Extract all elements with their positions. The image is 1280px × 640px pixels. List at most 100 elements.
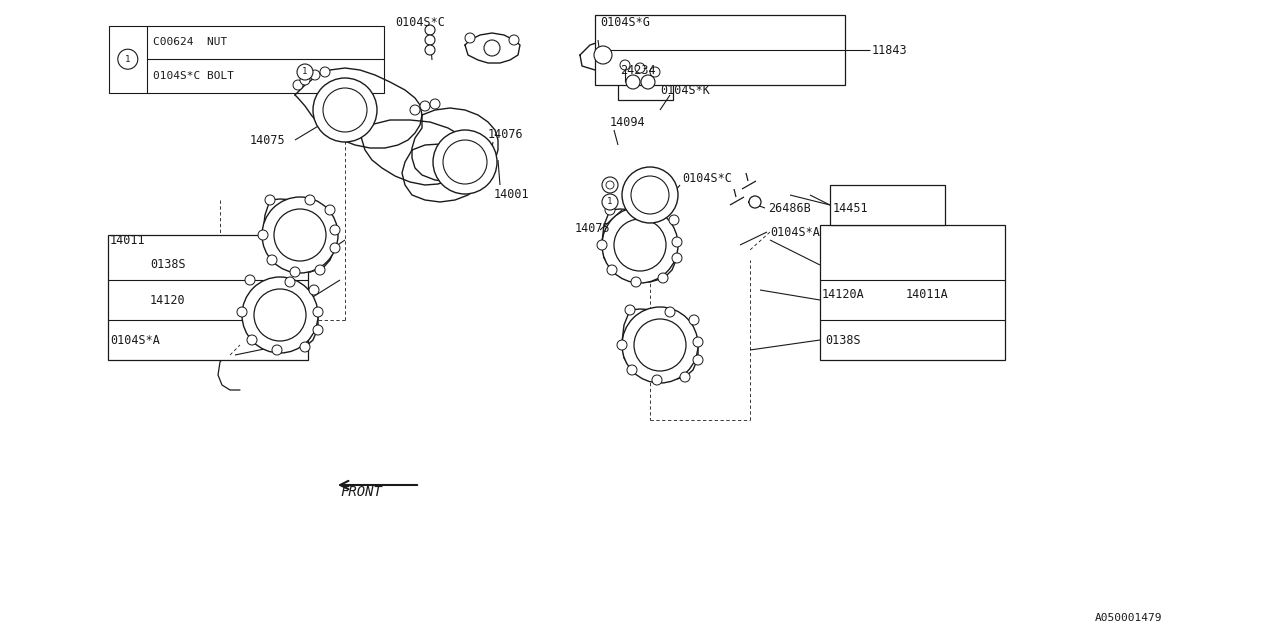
Circle shape — [268, 255, 276, 265]
Circle shape — [425, 25, 435, 35]
Circle shape — [273, 345, 282, 355]
Circle shape — [635, 63, 645, 73]
Circle shape — [602, 194, 618, 210]
Circle shape — [607, 265, 617, 275]
Circle shape — [314, 78, 378, 142]
Circle shape — [330, 243, 340, 253]
Circle shape — [325, 205, 335, 215]
Circle shape — [297, 64, 314, 80]
Bar — [108, 235, 308, 360]
Circle shape — [631, 277, 641, 287]
Circle shape — [641, 75, 655, 89]
Bar — [595, 15, 845, 85]
Circle shape — [237, 307, 247, 317]
Circle shape — [669, 215, 678, 225]
Circle shape — [285, 277, 294, 287]
Circle shape — [310, 70, 320, 80]
Text: 0104S*K: 0104S*K — [660, 83, 710, 97]
Circle shape — [594, 46, 612, 64]
Text: 14075: 14075 — [250, 134, 285, 147]
Text: 0138S: 0138S — [826, 333, 860, 346]
Circle shape — [259, 230, 268, 240]
Circle shape — [634, 319, 686, 371]
Text: 26486B: 26486B — [768, 202, 810, 214]
Circle shape — [617, 340, 627, 350]
Bar — [829, 185, 945, 225]
Bar — [820, 225, 1005, 360]
Circle shape — [666, 307, 675, 317]
Circle shape — [430, 99, 440, 109]
Bar — [618, 65, 673, 100]
Text: 24234: 24234 — [620, 63, 655, 77]
Circle shape — [625, 305, 635, 315]
Text: 14011A: 14011A — [906, 289, 948, 301]
Circle shape — [484, 40, 500, 56]
Circle shape — [293, 80, 303, 90]
Circle shape — [315, 265, 325, 275]
Circle shape — [626, 75, 640, 89]
Text: 0138S: 0138S — [150, 259, 186, 271]
Text: 14094: 14094 — [611, 115, 645, 129]
Circle shape — [749, 196, 762, 208]
Circle shape — [262, 197, 338, 273]
Circle shape — [465, 33, 475, 43]
Circle shape — [274, 209, 326, 261]
Text: C00624  NUT: C00624 NUT — [152, 37, 227, 47]
Circle shape — [620, 60, 630, 70]
Circle shape — [300, 75, 310, 85]
Circle shape — [689, 315, 699, 325]
Circle shape — [596, 240, 607, 250]
Text: 14120: 14120 — [150, 294, 186, 307]
Circle shape — [242, 277, 317, 353]
Circle shape — [692, 355, 703, 365]
Circle shape — [672, 237, 682, 247]
Circle shape — [244, 275, 255, 285]
Text: 1: 1 — [607, 198, 613, 207]
Circle shape — [672, 253, 682, 263]
Circle shape — [323, 88, 367, 132]
Circle shape — [265, 195, 275, 205]
Circle shape — [602, 207, 678, 283]
Circle shape — [291, 267, 300, 277]
Circle shape — [622, 307, 698, 383]
Circle shape — [614, 219, 666, 271]
Circle shape — [425, 45, 435, 55]
Text: 14075: 14075 — [575, 221, 611, 234]
Text: 0104S*A: 0104S*A — [771, 225, 820, 239]
Circle shape — [605, 205, 614, 215]
Text: 0104S*C: 0104S*C — [396, 15, 445, 29]
Circle shape — [605, 181, 614, 189]
Text: 14001: 14001 — [494, 189, 530, 202]
Text: 14451: 14451 — [833, 202, 869, 214]
Circle shape — [320, 67, 330, 77]
Circle shape — [118, 49, 138, 69]
Text: 0104S*C BOLT: 0104S*C BOLT — [152, 71, 234, 81]
Text: 1: 1 — [302, 67, 307, 77]
Circle shape — [308, 285, 319, 295]
Text: 0104S*G: 0104S*G — [600, 15, 650, 29]
Circle shape — [622, 167, 678, 223]
Circle shape — [314, 325, 323, 335]
Circle shape — [602, 177, 618, 193]
Circle shape — [509, 35, 518, 45]
Circle shape — [247, 335, 257, 345]
Circle shape — [425, 35, 435, 45]
Text: 11843: 11843 — [872, 44, 908, 56]
Circle shape — [692, 337, 703, 347]
Circle shape — [631, 176, 669, 214]
Text: 0104S*C: 0104S*C — [682, 172, 732, 184]
Circle shape — [433, 130, 497, 194]
Circle shape — [314, 307, 323, 317]
Circle shape — [627, 365, 637, 375]
Circle shape — [305, 195, 315, 205]
Text: 1: 1 — [125, 54, 131, 64]
Circle shape — [420, 101, 430, 111]
Circle shape — [680, 372, 690, 382]
Circle shape — [652, 375, 662, 385]
Bar — [109, 26, 384, 93]
Text: A050001479: A050001479 — [1094, 613, 1162, 623]
Circle shape — [253, 289, 306, 341]
Circle shape — [645, 205, 655, 215]
Circle shape — [300, 342, 310, 352]
Circle shape — [330, 225, 340, 235]
